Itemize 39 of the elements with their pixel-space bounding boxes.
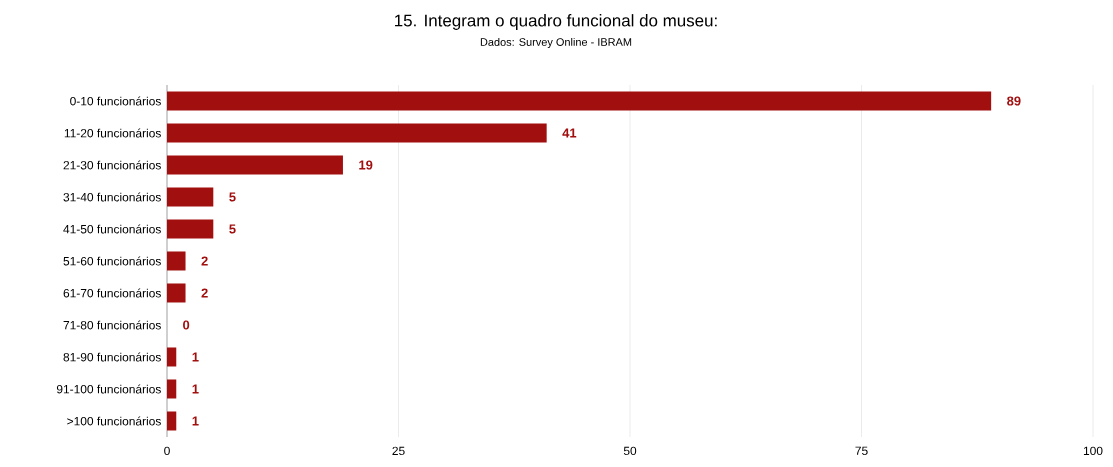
x-tick-label: 0 (164, 446, 170, 456)
data-label: 1 (192, 416, 199, 426)
y-tick-label: 21-30 funcionários (63, 160, 161, 170)
x-tick-label: 50 (623, 446, 637, 456)
bar (167, 379, 177, 399)
bar (167, 123, 547, 143)
data-label: 5 (229, 192, 236, 202)
data-label: 19 (359, 160, 373, 170)
x-tick-label: 75 (855, 446, 868, 455)
data-label: 41 (562, 128, 577, 138)
x-tick-label: 25 (392, 446, 405, 456)
bar (167, 283, 186, 303)
y-tick-label: 81-90 funcionários (63, 352, 161, 362)
y-tick-label: 41-50 funcionários (63, 224, 161, 234)
data-label: 5 (229, 224, 236, 234)
y-tick-label: 11-20 funcionários (64, 128, 161, 138)
y-tick-label: 0-10 funcionários (70, 96, 161, 106)
bar (167, 411, 177, 431)
data-label: 2 (201, 256, 208, 266)
y-tick-label: 91-100 funcionários (56, 384, 161, 394)
x-tick-label: 100 (1083, 446, 1103, 456)
y-tick-label: 51-60 funcionários (63, 256, 161, 266)
bar (167, 155, 343, 175)
bar (167, 251, 186, 271)
chart-subtitle: Dados: Survey Online - IBRAM (480, 37, 632, 49)
data-label: 1 (192, 352, 199, 362)
data-label: 2 (201, 288, 208, 298)
bar (167, 347, 177, 367)
chart-title: 15. Integram o quadro funcional do museu: (395, 14, 717, 30)
data-label: 0 (183, 320, 190, 330)
y-tick-label: 71-80 funcionários (63, 320, 161, 330)
y-tick-label: 61-70 funcionários (63, 288, 161, 298)
bar (167, 219, 214, 239)
data-label: 1 (192, 384, 199, 394)
y-tick-label: >100 funcionários (67, 416, 161, 426)
data-label: 89 (1007, 96, 1021, 106)
bar (167, 91, 992, 111)
bar (167, 187, 214, 207)
y-tick-label: 31-40 funcionários (63, 192, 161, 202)
